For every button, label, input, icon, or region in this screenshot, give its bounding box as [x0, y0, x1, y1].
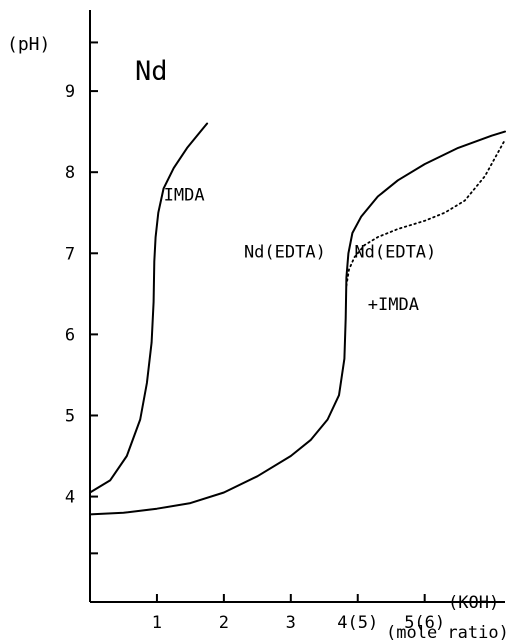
x-tick-label: 1 [152, 613, 162, 633]
axes [90, 10, 505, 602]
y-tick-label: 4 [65, 488, 75, 508]
annotation-label-0: IMDA [164, 186, 205, 206]
y-tick-label: 7 [65, 244, 75, 264]
y-tick-label: 8 [65, 163, 75, 183]
annotation-label-3: +IMDA [368, 295, 419, 315]
x-unit-label: (KOH) [448, 593, 499, 613]
x-tick-label: 3 [286, 613, 296, 633]
x-axis-label: (mole ratio) [386, 623, 509, 643]
series-layer [90, 124, 505, 515]
x-tick-label: 2 [219, 613, 229, 633]
annotations: IMDA Nd(EDTA) Nd(EDTA) +IMDA [164, 186, 437, 315]
annotation-label-2: Nd(EDTA) [354, 242, 436, 262]
chart-title: Nd [135, 56, 168, 87]
y-tick-label: 6 [65, 325, 75, 345]
x-tick-label: 4(5) [337, 613, 378, 633]
y-tick-label: 9 [65, 82, 75, 102]
y-tick-label: 5 [65, 406, 75, 426]
annotation-label-1: Nd(EDTA) [244, 242, 326, 262]
series-line-2 [346, 140, 505, 286]
series-line-0 [90, 124, 207, 493]
y-axis-label: (pH) [7, 34, 50, 55]
